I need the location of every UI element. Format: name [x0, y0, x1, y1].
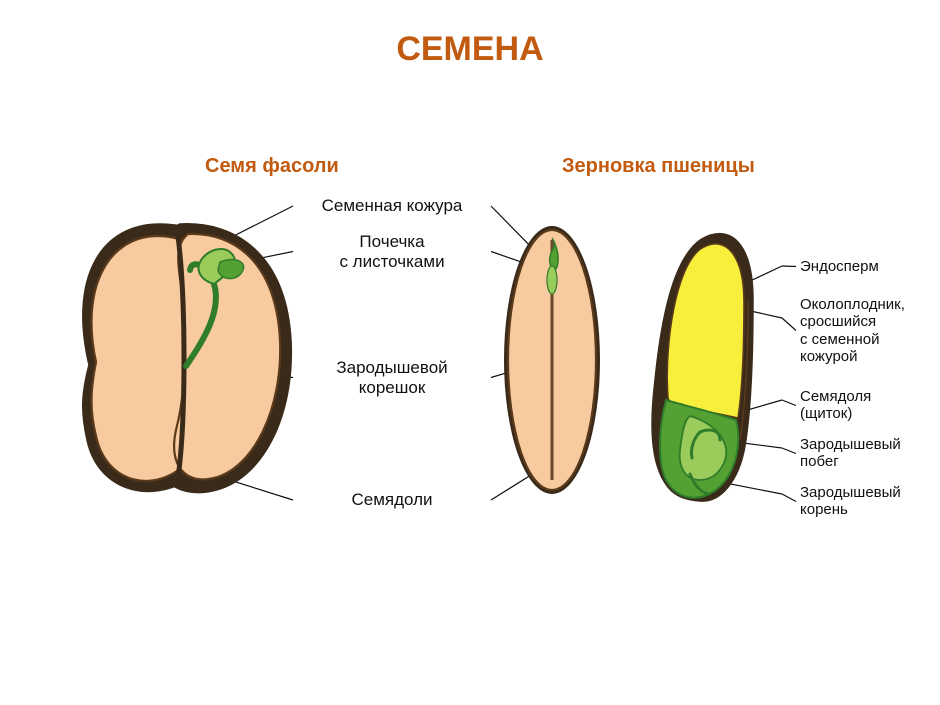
diagram-stage: СЕМЕНА Семя фасоли Зерновка пшеницы Семе… [0, 0, 940, 705]
seed-diagram-svg [0, 0, 940, 705]
